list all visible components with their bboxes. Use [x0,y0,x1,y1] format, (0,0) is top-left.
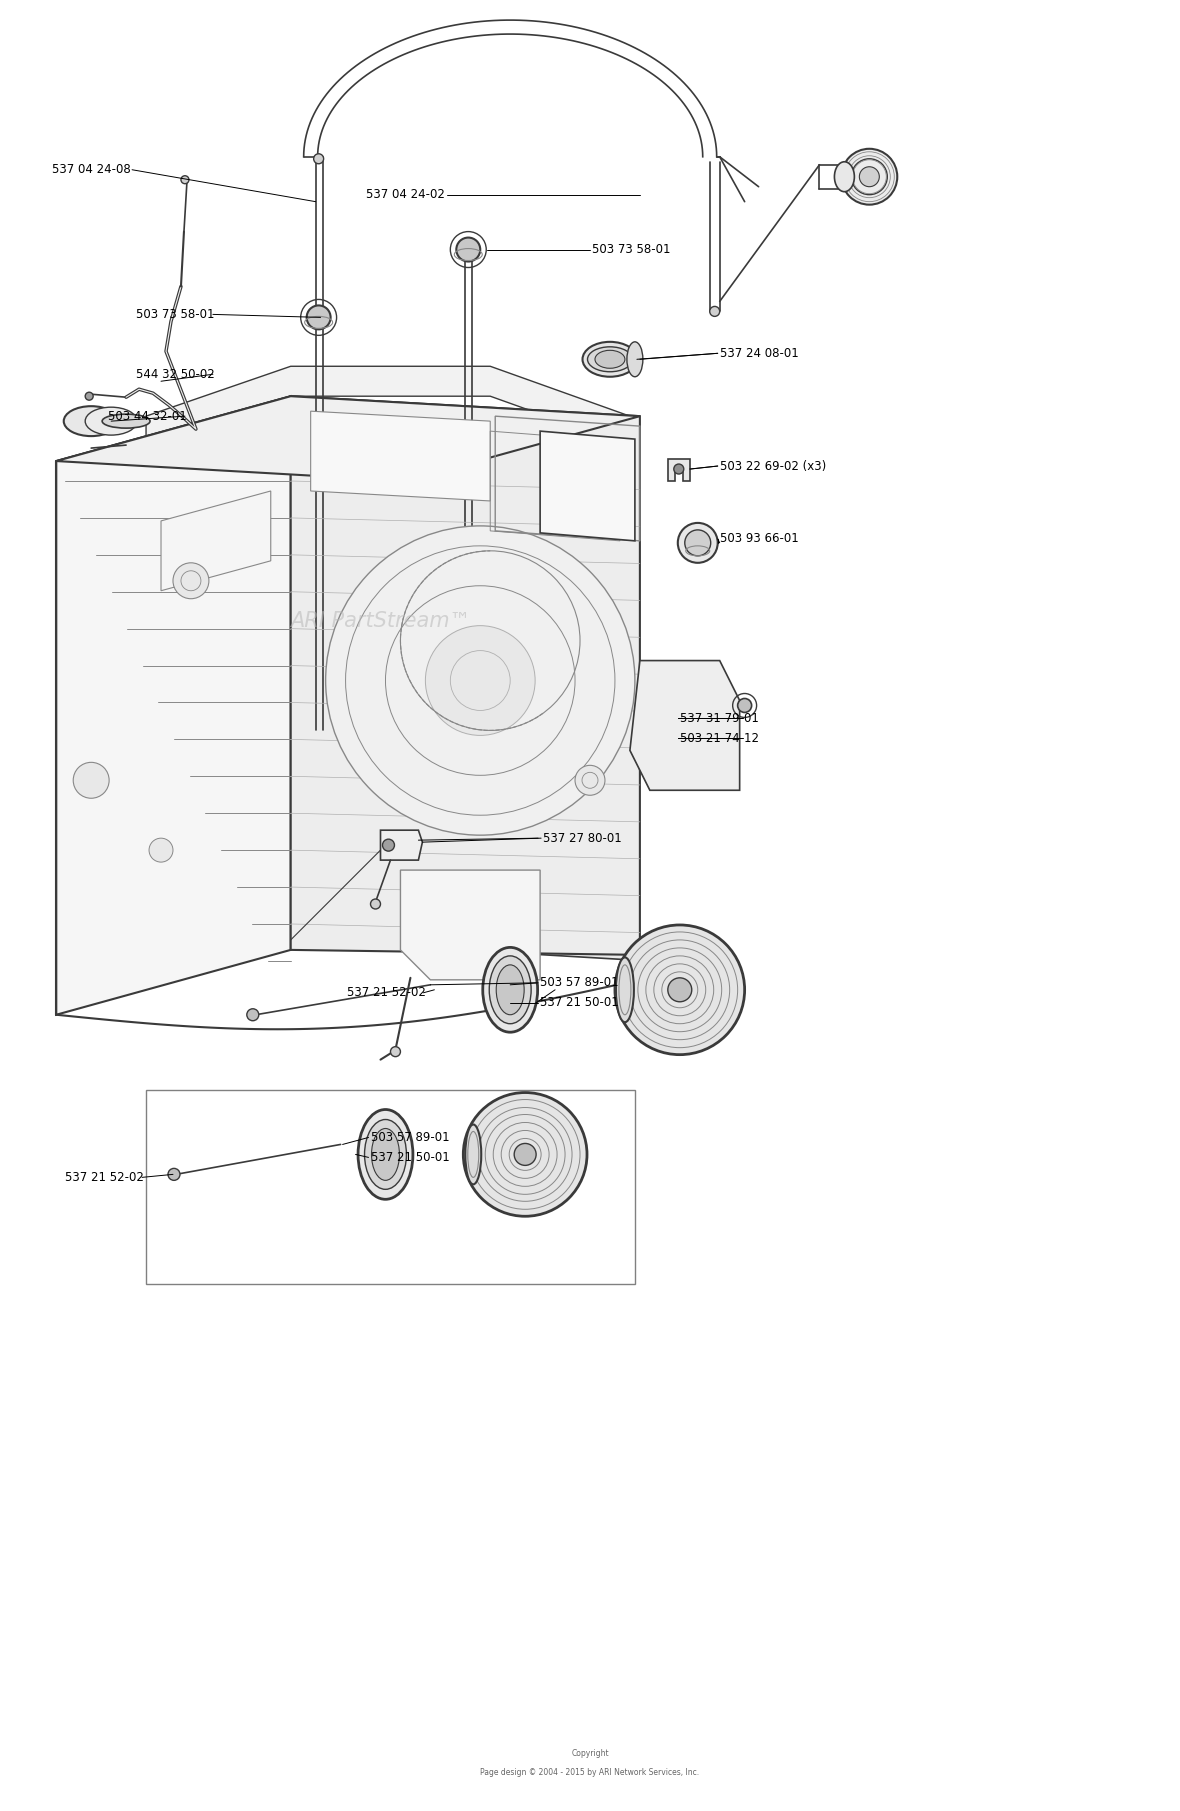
Ellipse shape [583,342,637,377]
Text: 503 93 66-01: 503 93 66-01 [720,532,799,545]
Circle shape [391,1047,400,1056]
Text: 544 32 50-02: 544 32 50-02 [136,368,215,380]
Polygon shape [400,869,540,980]
Text: 537 21 52-02: 537 21 52-02 [347,987,425,1000]
Polygon shape [290,397,640,954]
Circle shape [841,149,897,205]
Circle shape [314,154,323,163]
Circle shape [615,925,745,1054]
Ellipse shape [490,956,531,1023]
Circle shape [575,766,605,795]
Text: ARI PartStream™: ARI PartStream™ [290,610,471,630]
Text: 503 21 74-12: 503 21 74-12 [680,732,759,744]
Bar [146,1090,635,1284]
Polygon shape [540,431,635,541]
Ellipse shape [103,415,150,427]
Circle shape [181,176,189,183]
Text: 503 57 89-01: 503 57 89-01 [540,976,618,989]
Ellipse shape [595,350,625,368]
Circle shape [464,1092,586,1217]
Circle shape [684,531,710,556]
Text: 503 57 89-01: 503 57 89-01 [371,1130,450,1145]
Circle shape [149,838,173,862]
Ellipse shape [497,965,524,1014]
Circle shape [173,563,209,599]
Ellipse shape [483,947,538,1032]
Polygon shape [630,661,740,790]
Text: 537 04 24-02: 537 04 24-02 [367,188,445,201]
Text: 537 24 08-01: 537 24 08-01 [720,346,799,360]
Polygon shape [57,397,640,482]
Polygon shape [57,397,290,1005]
Text: Page design © 2004 - 2015 by ARI Network Services, Inc.: Page design © 2004 - 2015 by ARI Network… [480,1769,700,1777]
Polygon shape [310,411,490,502]
Circle shape [247,1009,258,1021]
Circle shape [85,393,93,400]
Circle shape [457,237,480,261]
Ellipse shape [371,898,380,909]
Text: 503 73 58-01: 503 73 58-01 [137,308,215,321]
Text: 503 22 69-02 (x3): 503 22 69-02 (x3) [720,460,826,473]
Circle shape [168,1168,181,1181]
Ellipse shape [85,407,137,435]
Circle shape [674,464,683,474]
Text: 537 04 24-08: 537 04 24-08 [52,163,131,176]
Ellipse shape [834,161,854,192]
Circle shape [382,838,394,851]
Ellipse shape [64,406,119,436]
Text: 537 31 79-01: 537 31 79-01 [680,712,759,724]
Ellipse shape [465,1125,481,1184]
Ellipse shape [588,348,632,371]
Text: 503 44 32-01: 503 44 32-01 [109,409,186,422]
Polygon shape [146,366,630,446]
Polygon shape [380,829,422,860]
Ellipse shape [365,1119,406,1190]
Polygon shape [57,397,290,1014]
Text: 537 21 50-01: 537 21 50-01 [371,1152,450,1164]
Circle shape [668,978,691,1001]
Polygon shape [160,491,270,590]
Circle shape [738,699,752,712]
Ellipse shape [372,1128,400,1181]
Polygon shape [668,458,690,482]
Text: 537 27 80-01: 537 27 80-01 [543,831,622,844]
Circle shape [326,525,635,835]
Text: Copyright: Copyright [571,1748,609,1757]
Circle shape [677,523,717,563]
Circle shape [425,625,535,735]
Text: 537 21 50-01: 537 21 50-01 [540,996,618,1009]
Circle shape [73,762,109,799]
Ellipse shape [358,1110,413,1199]
Ellipse shape [616,958,634,1021]
Polygon shape [290,397,630,960]
Circle shape [859,167,879,187]
Circle shape [307,306,330,330]
Circle shape [514,1143,536,1166]
Ellipse shape [627,342,643,377]
Text: 537 21 52-02: 537 21 52-02 [65,1172,144,1184]
Circle shape [709,306,720,317]
Text: 503 73 58-01: 503 73 58-01 [592,243,670,255]
